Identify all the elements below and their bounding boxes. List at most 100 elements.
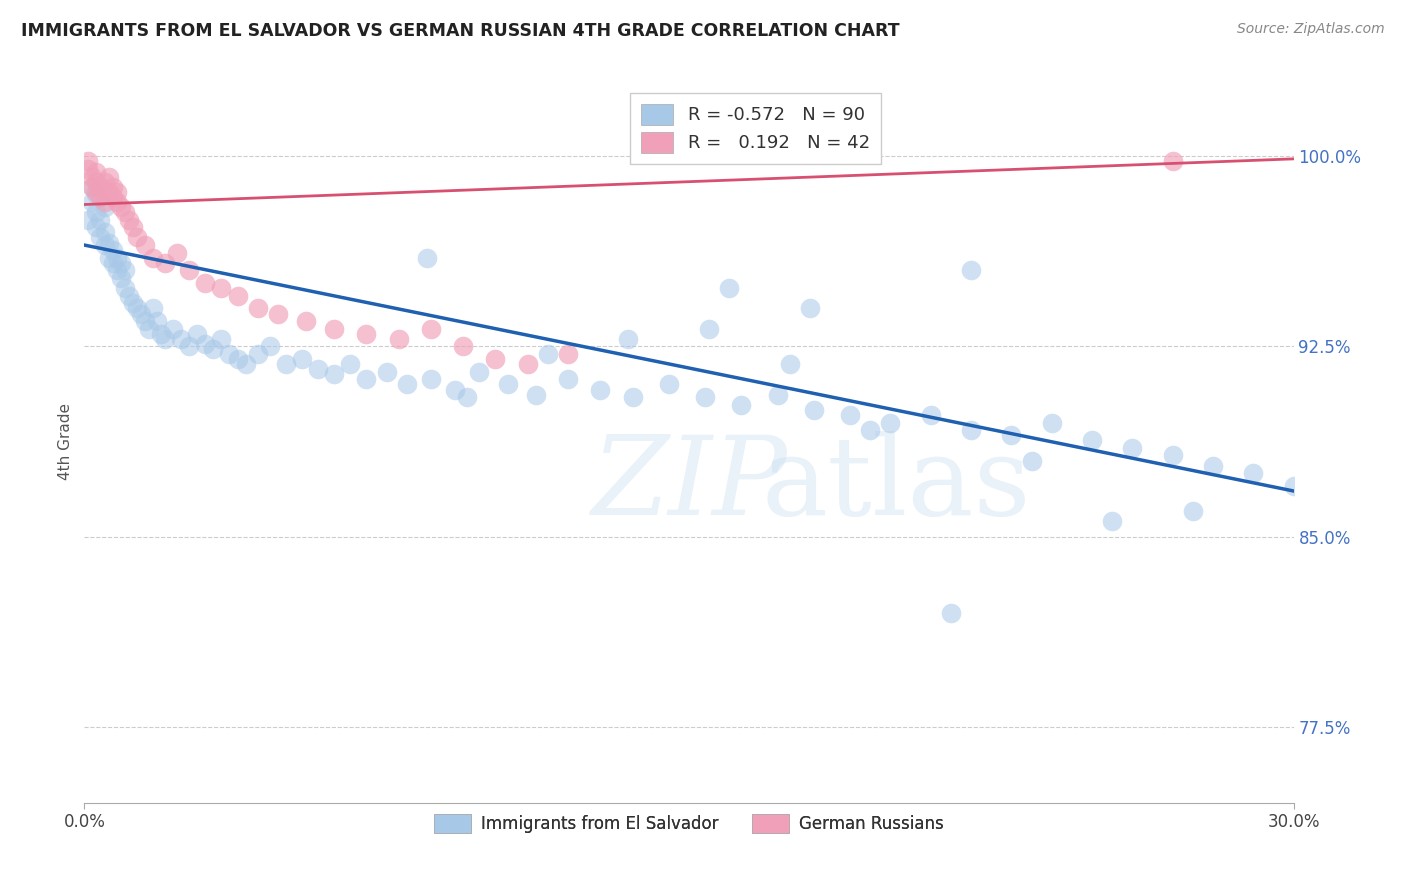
- Point: [1040, 416, 1063, 430]
- Point: [468, 365, 491, 379]
- Point: [125, 301, 148, 316]
- Point: [456, 390, 478, 404]
- Point: [420, 372, 443, 386]
- Point: [803, 402, 825, 417]
- Point: [960, 423, 983, 437]
- Point: [537, 347, 560, 361]
- Point: [1161, 449, 1184, 463]
- Point: [93, 194, 115, 209]
- Legend: Immigrants from El Salvador, German Russians: Immigrants from El Salvador, German Russ…: [426, 806, 952, 841]
- Point: [82, 169, 104, 184]
- Point: [451, 339, 474, 353]
- Point: [105, 251, 128, 265]
- Point: [617, 332, 640, 346]
- Point: [142, 251, 165, 265]
- Point: [97, 169, 120, 184]
- Point: [166, 245, 188, 260]
- Point: [307, 362, 329, 376]
- Point: [1021, 453, 1043, 467]
- Point: [86, 220, 108, 235]
- Point: [134, 238, 156, 252]
- Point: [226, 352, 249, 367]
- Point: [218, 347, 240, 361]
- Point: [86, 187, 108, 202]
- Point: [621, 390, 644, 404]
- Point: [209, 332, 232, 346]
- Point: [179, 263, 201, 277]
- Point: [77, 154, 100, 169]
- Point: [766, 387, 789, 401]
- Point: [86, 185, 108, 199]
- Point: [1282, 479, 1305, 493]
- Point: [93, 175, 115, 189]
- Point: [274, 357, 297, 371]
- Point: [194, 276, 217, 290]
- Point: [89, 230, 111, 244]
- Point: [259, 339, 281, 353]
- Point: [101, 256, 124, 270]
- Point: [1000, 428, 1022, 442]
- Point: [295, 314, 318, 328]
- Point: [110, 200, 132, 214]
- Point: [524, 387, 547, 401]
- Point: [121, 220, 143, 235]
- Point: [118, 212, 141, 227]
- Point: [799, 301, 821, 316]
- Point: [235, 357, 257, 371]
- Point: [557, 372, 579, 386]
- Point: [170, 332, 193, 346]
- Point: [153, 332, 176, 346]
- Point: [86, 205, 108, 219]
- Point: [82, 179, 104, 194]
- Point: [105, 263, 128, 277]
- Point: [105, 194, 128, 209]
- Point: [1121, 441, 1143, 455]
- Point: [194, 337, 217, 351]
- Point: [93, 226, 115, 240]
- Point: [162, 322, 184, 336]
- Point: [134, 314, 156, 328]
- Point: [93, 200, 115, 214]
- Point: [323, 322, 346, 336]
- Point: [920, 408, 942, 422]
- Point: [1202, 458, 1225, 473]
- Point: [93, 238, 115, 252]
- Point: [339, 357, 361, 371]
- Point: [356, 372, 378, 386]
- Text: atlas: atlas: [762, 432, 1031, 539]
- Text: ZIP: ZIP: [592, 431, 789, 539]
- Point: [149, 326, 172, 341]
- Point: [444, 383, 467, 397]
- Point: [697, 322, 720, 336]
- Point: [97, 251, 120, 265]
- Point: [1101, 515, 1123, 529]
- Point: [859, 423, 882, 437]
- Point: [186, 326, 208, 341]
- Point: [86, 175, 108, 189]
- Point: [97, 185, 120, 199]
- Point: [146, 314, 169, 328]
- Point: [246, 301, 269, 316]
- Point: [323, 368, 346, 382]
- Point: [82, 194, 104, 209]
- Point: [125, 230, 148, 244]
- Point: [226, 289, 249, 303]
- Point: [960, 263, 983, 277]
- Point: [246, 347, 269, 361]
- Point: [121, 296, 143, 310]
- Point: [416, 251, 439, 265]
- Point: [484, 352, 506, 367]
- Point: [557, 347, 579, 361]
- Point: [209, 281, 232, 295]
- Point: [114, 205, 136, 219]
- Point: [97, 235, 120, 250]
- Point: [105, 185, 128, 199]
- Point: [1161, 154, 1184, 169]
- Point: [77, 212, 100, 227]
- Point: [138, 322, 160, 336]
- Point: [82, 179, 104, 194]
- Point: [718, 281, 741, 295]
- Point: [77, 161, 100, 176]
- Point: [939, 606, 962, 620]
- Point: [1181, 504, 1204, 518]
